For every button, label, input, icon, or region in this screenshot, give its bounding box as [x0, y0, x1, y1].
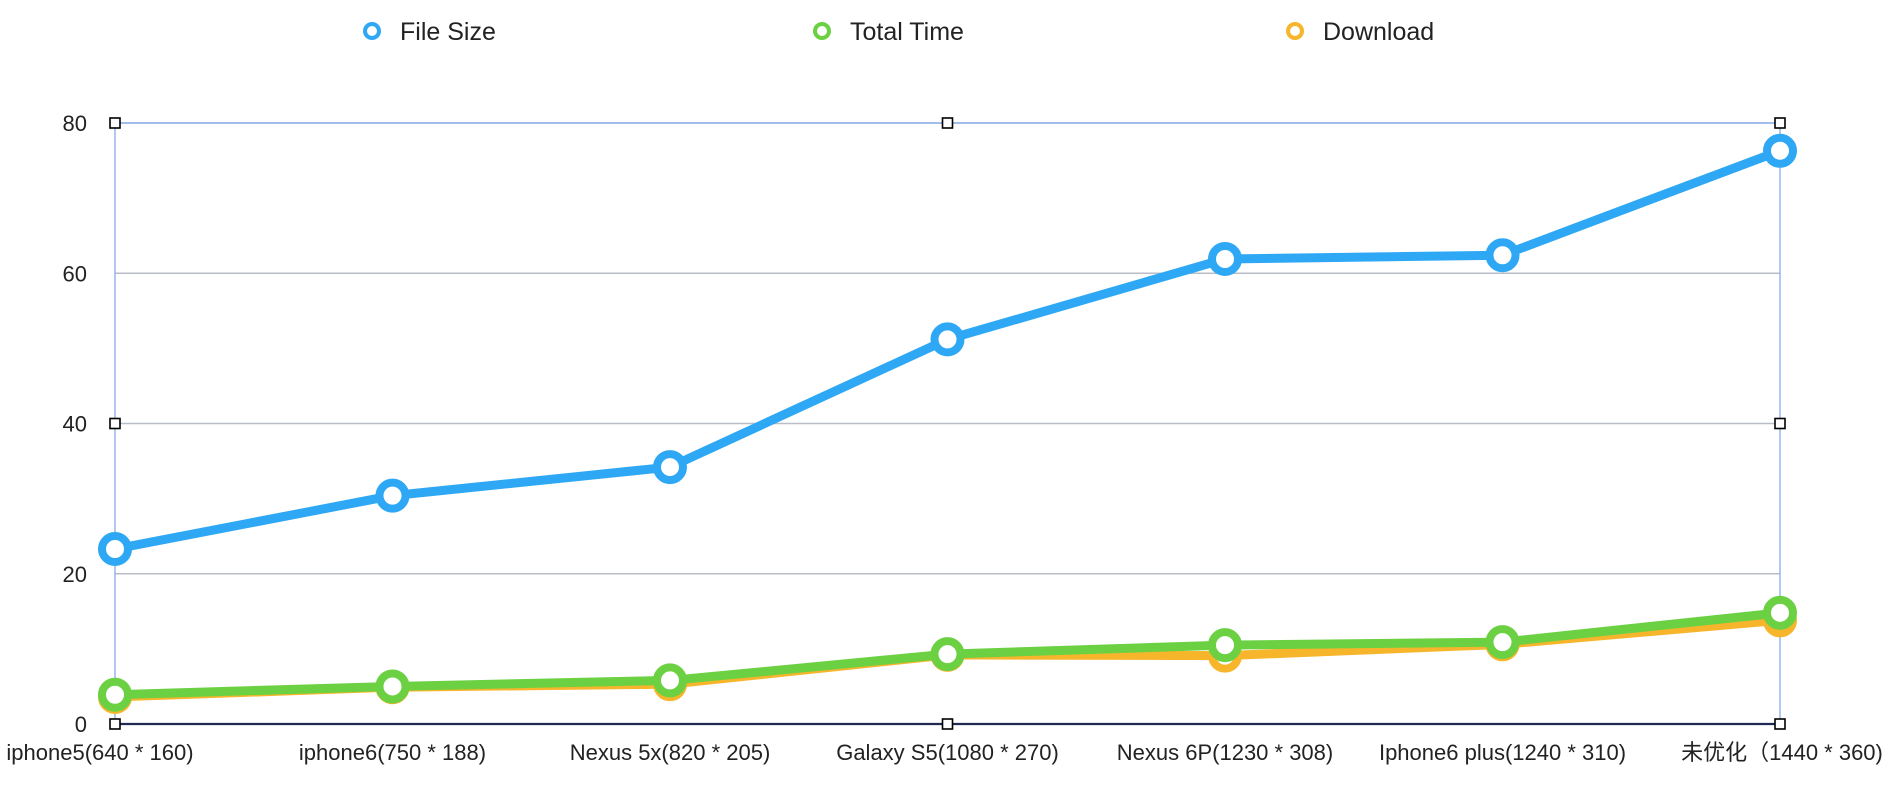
legend-marker [363, 22, 381, 40]
selection-handle [109, 117, 121, 129]
data-point [98, 531, 132, 566]
y-tick-label: 20 [63, 562, 87, 587]
x-category-label: Nexus 6P(1230 * 308) [1117, 740, 1333, 765]
selection-handle [109, 718, 121, 730]
data-point [1208, 241, 1242, 276]
legend-label: Download [1323, 18, 1434, 46]
legend-label: Total Time [850, 18, 964, 46]
data-point [930, 322, 965, 357]
x-category-label: Nexus 5x(820 * 205) [570, 740, 771, 765]
x-category-label: iphone6(750 * 188) [299, 740, 486, 765]
data-point [1485, 625, 1520, 660]
selection-handle [941, 117, 954, 129]
x-category-label: 未优化（1440 * 360) [1681, 740, 1883, 765]
x-category-label: Galaxy S5(1080 * 270) [836, 740, 1059, 765]
data-point [653, 663, 687, 698]
selection-handle [1774, 417, 1786, 430]
data-point [930, 637, 965, 672]
x-category-label: Iphone6 plus(1240 * 310) [1379, 740, 1626, 765]
data-point [98, 677, 132, 712]
data-point [1763, 595, 1797, 630]
y-tick-label: 60 [63, 261, 87, 286]
data-point [1208, 628, 1242, 663]
y-tick-label: 80 [63, 111, 87, 136]
data-point [1485, 238, 1520, 273]
data-point [1763, 133, 1797, 168]
selection-handle [109, 417, 121, 430]
y-tick-label: 0 [75, 712, 87, 737]
data-point [653, 450, 687, 485]
data-point [375, 669, 410, 704]
legend-label: File Size [400, 18, 496, 46]
selection-handle [1774, 718, 1786, 730]
y-tick-label: 40 [63, 412, 87, 437]
selection-handle [1774, 117, 1786, 129]
selection-handle [941, 718, 954, 730]
legend-marker [813, 22, 831, 40]
data-point [375, 478, 410, 513]
legend-marker [1286, 22, 1304, 40]
x-category-label: iphone5(640 * 160) [6, 740, 193, 765]
